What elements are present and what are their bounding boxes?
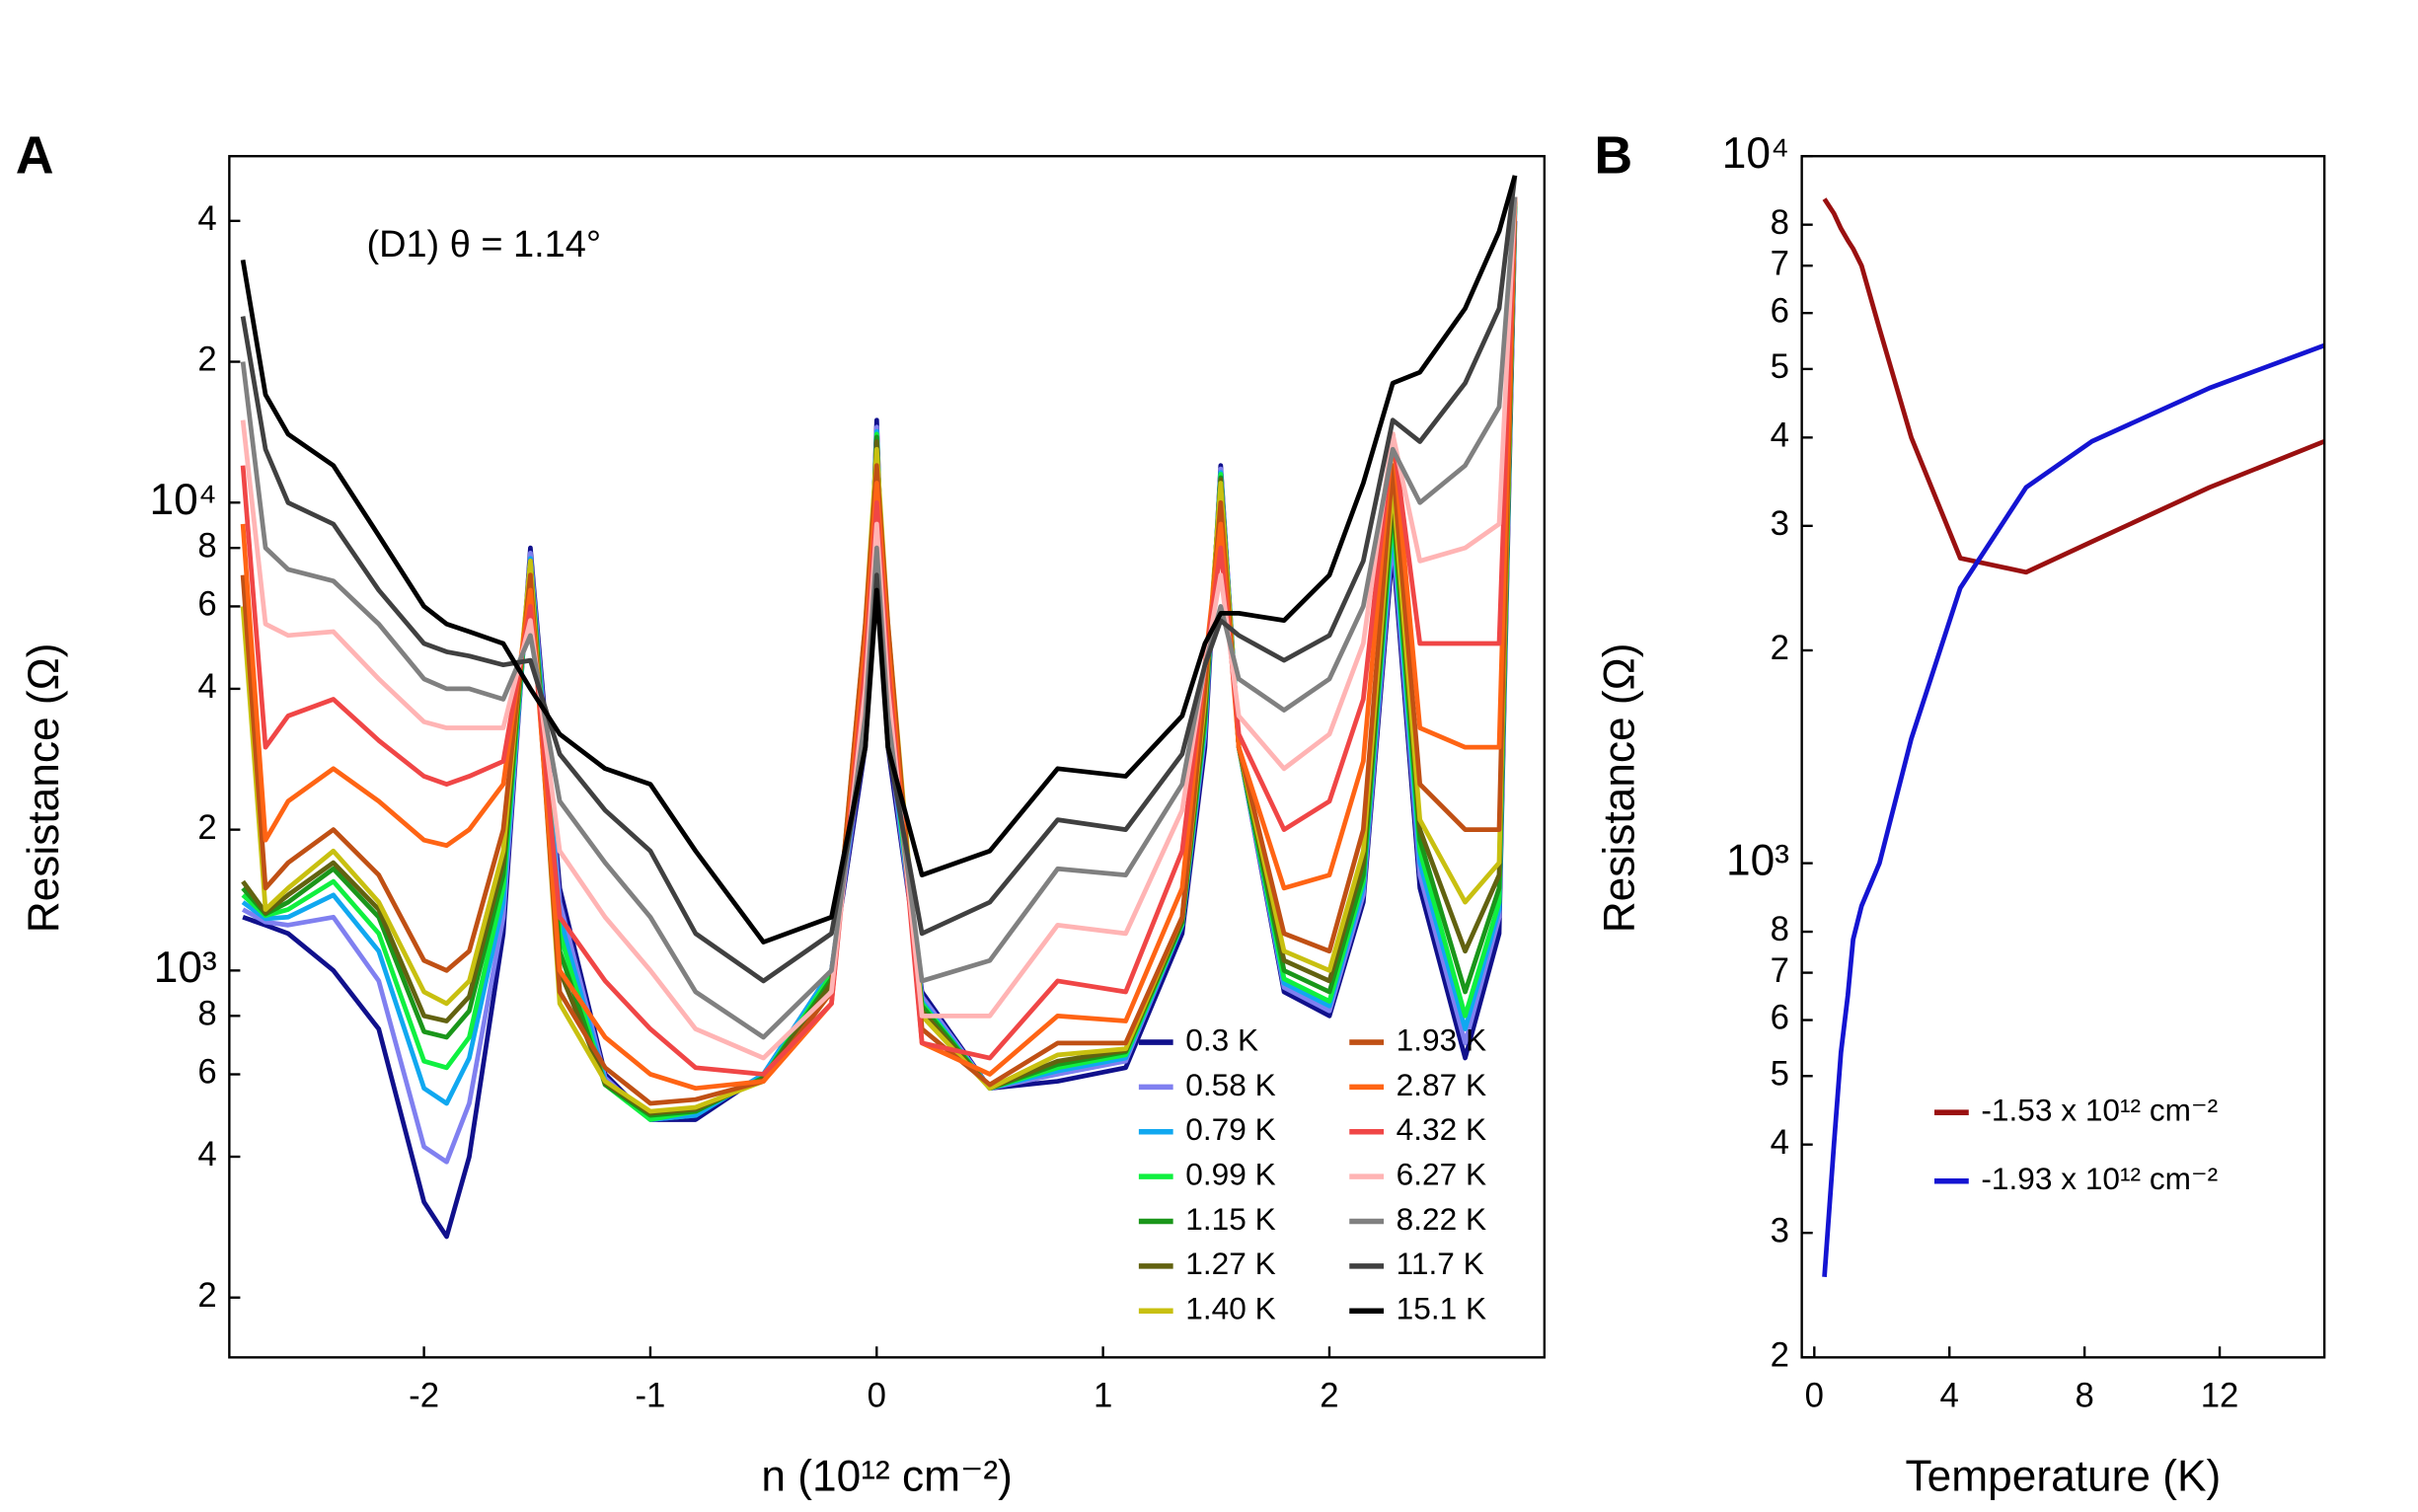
panel-label: A bbox=[16, 126, 54, 186]
series-line bbox=[240, 196, 1518, 1092]
legend-label: 1.93 K bbox=[1397, 1021, 1486, 1057]
y-tick-label: 6 bbox=[197, 586, 216, 624]
y-tick-label: 2 bbox=[1771, 1337, 1789, 1375]
annotation: (D1) θ = 1.14° bbox=[366, 224, 601, 265]
y-tick-label: 8 bbox=[197, 995, 216, 1032]
y-tick-label: 5 bbox=[1771, 348, 1789, 386]
series-line bbox=[240, 175, 1518, 984]
y-tick-label: 4 bbox=[197, 668, 216, 706]
legend-label: 0.3 K bbox=[1185, 1021, 1258, 1057]
x-tick-label: -2 bbox=[409, 1378, 439, 1415]
x-axis-label: n (10¹² cm⁻²) bbox=[761, 1452, 1012, 1500]
y-tick-label: 10³ bbox=[1726, 836, 1789, 884]
panel-label: B bbox=[1594, 126, 1632, 186]
legend-label: 8.22 K bbox=[1397, 1201, 1486, 1237]
y-tick-label: 4 bbox=[197, 1136, 216, 1173]
y-tick-label: 6 bbox=[197, 1054, 216, 1092]
series-line bbox=[241, 201, 1518, 1118]
series-line bbox=[241, 205, 1518, 1122]
y-tick-label: 4 bbox=[1771, 417, 1789, 455]
series-line bbox=[1822, 197, 2325, 575]
series-line bbox=[240, 196, 1518, 1077]
y-tick-label: 3 bbox=[1771, 1212, 1789, 1249]
y-axis-label: Resistance (Ω) bbox=[20, 643, 68, 934]
legend-label: 4.32 K bbox=[1397, 1111, 1486, 1147]
x-tick-label: 4 bbox=[1940, 1378, 1959, 1415]
y-tick-label: 2 bbox=[197, 1277, 216, 1315]
x-tick-label: 2 bbox=[1320, 1378, 1338, 1415]
y-tick-label: 6 bbox=[1771, 1000, 1789, 1037]
x-axis-label: Temperature (K) bbox=[1906, 1452, 2222, 1500]
legend-label: 6.27 K bbox=[1397, 1156, 1486, 1191]
series-line bbox=[240, 196, 1518, 1040]
legend-label: 11.7 K bbox=[1397, 1246, 1484, 1281]
series-line bbox=[241, 201, 1518, 1116]
series-line bbox=[240, 196, 1518, 1061]
legend-label: 0.79 K bbox=[1185, 1111, 1275, 1147]
series-line bbox=[241, 205, 1518, 1122]
y-tick-label: 3 bbox=[1771, 505, 1789, 543]
series-line bbox=[240, 196, 1518, 1114]
series-line bbox=[240, 175, 1518, 945]
plot-frame bbox=[1800, 155, 2326, 1359]
y-tick-label: 4 bbox=[1771, 1124, 1789, 1162]
legend-label: 1.40 K bbox=[1185, 1291, 1275, 1326]
legend-label: 0.58 K bbox=[1185, 1067, 1275, 1102]
plot-frame bbox=[228, 155, 1547, 1359]
plot-area bbox=[1822, 197, 2325, 1277]
legend-label: -1.53 x 10¹² cm⁻² bbox=[1981, 1093, 2218, 1128]
legend-label: 15.1 K bbox=[1397, 1291, 1486, 1326]
y-tick-label: 8 bbox=[1771, 204, 1789, 242]
y-tick-label: 6 bbox=[1771, 292, 1789, 330]
y-tick-label: 2 bbox=[197, 341, 216, 379]
x-tick-label: 0 bbox=[1805, 1378, 1824, 1415]
x-tick-label: 0 bbox=[868, 1378, 886, 1415]
series-line bbox=[242, 220, 1518, 1240]
y-tick-label: 8 bbox=[197, 527, 216, 565]
y-tick-label: 4 bbox=[197, 200, 216, 238]
y-tick-label: 8 bbox=[1771, 911, 1789, 948]
series-line bbox=[240, 196, 1518, 1106]
legend-label: 1.15 K bbox=[1185, 1201, 1275, 1237]
y-tick-label: 7 bbox=[1771, 952, 1789, 990]
x-tick-label: -1 bbox=[635, 1378, 665, 1415]
y-tick-label: 7 bbox=[1771, 245, 1789, 282]
legend-label: -1.93 x 10¹² cm⁻² bbox=[1981, 1161, 2218, 1196]
y-tick-label: 2 bbox=[1771, 630, 1789, 667]
x-tick-label: 8 bbox=[2075, 1378, 2093, 1415]
legend-label: 1.27 K bbox=[1185, 1246, 1275, 1281]
legend-label: 0.99 K bbox=[1185, 1156, 1275, 1191]
series-line bbox=[1822, 342, 2325, 1277]
y-axis-label: Resistance (Ω) bbox=[1596, 643, 1644, 934]
x-tick-label: 1 bbox=[1094, 1378, 1112, 1415]
plot-area bbox=[240, 175, 1518, 1240]
y-tick-label: 10⁴ bbox=[149, 476, 216, 524]
x-tick-label: 12 bbox=[2201, 1378, 2239, 1415]
legend-label: 2.87 K bbox=[1397, 1067, 1486, 1102]
y-tick-label: 5 bbox=[1771, 1055, 1789, 1093]
y-tick-label: 10⁴ bbox=[1722, 129, 1789, 178]
y-tick-label: 2 bbox=[197, 809, 216, 847]
y-tick-label: 10³ bbox=[154, 944, 217, 992]
